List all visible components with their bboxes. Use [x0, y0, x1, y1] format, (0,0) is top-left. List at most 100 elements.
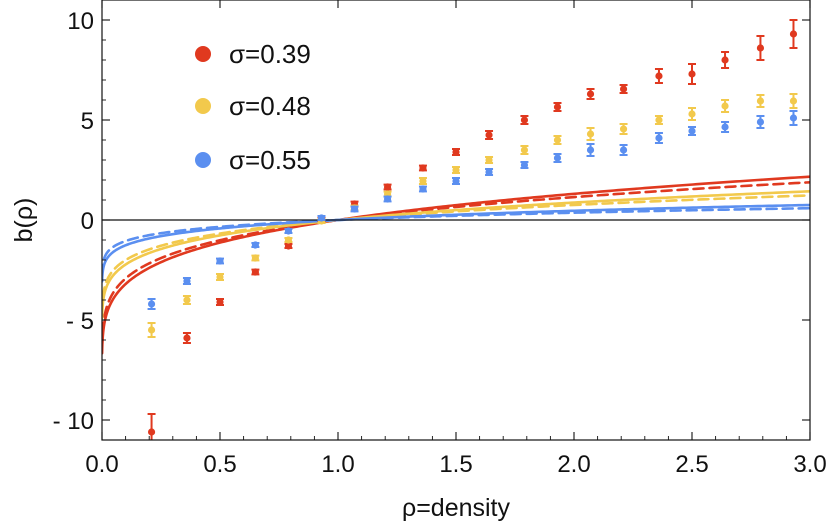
data-point-series-1-13	[586, 127, 595, 141]
data-point-series-0-15	[654, 68, 663, 84]
data-point-series-1-1	[182, 295, 191, 305]
data-point-series-2-16	[688, 126, 696, 136]
data-point-series-2-0	[147, 298, 156, 310]
point-marker	[147, 326, 156, 334]
point-marker	[655, 116, 663, 124]
point-marker	[383, 183, 392, 191]
data-point-series-0-19	[789, 19, 798, 49]
data-point-series-2-15	[654, 132, 663, 144]
data-point-series-1-15	[654, 115, 663, 125]
data-point-series-0-9	[452, 148, 460, 156]
y-tick-label: 10	[67, 8, 94, 35]
data-point-series-2-11	[520, 161, 529, 169]
data-point-series-1-4	[284, 236, 293, 244]
point-marker	[688, 70, 696, 78]
data-point-series-0-1	[182, 332, 191, 344]
point-marker	[619, 146, 628, 154]
x-tick-label: 1.5	[439, 451, 472, 478]
data-point-series-1-18	[756, 94, 765, 108]
data-point-series-2-14	[619, 144, 628, 156]
data-point-series-0-7	[383, 183, 392, 191]
data-points	[147, 19, 798, 440]
legend-label-sigma-055: σ=0.55	[229, 145, 311, 175]
data-point-series-2-2	[216, 257, 224, 265]
point-marker	[789, 114, 798, 122]
y-tick-label: 5	[81, 108, 94, 135]
data-point-series-1-9	[452, 166, 460, 174]
data-point-series-2-18	[756, 115, 765, 129]
point-marker	[383, 195, 392, 203]
y-tick-label: - 10	[53, 408, 94, 435]
x-tick-label: 2.5	[675, 451, 708, 478]
x-axis-label: ρ=density	[402, 494, 511, 522]
legend: σ=0.39 σ=0.48 σ=0.55	[195, 39, 311, 175]
point-marker	[183, 334, 191, 342]
point-marker	[655, 72, 663, 80]
legend-marker-sigma-055	[195, 152, 211, 168]
data-point-series-1-0	[147, 322, 156, 338]
point-marker	[452, 177, 460, 185]
point-marker	[721, 102, 729, 110]
fit-curves	[102, 175, 810, 355]
point-marker	[216, 273, 224, 281]
data-point-series-2-1	[182, 277, 191, 285]
data-point-series-1-2	[216, 273, 224, 281]
point-marker	[419, 177, 427, 185]
point-marker	[553, 136, 562, 144]
data-point-series-2-19	[789, 110, 798, 126]
data-point-series-2-7	[383, 195, 392, 203]
point-marker	[251, 268, 259, 276]
y-tick-label: 0	[81, 208, 94, 235]
data-point-series-2-6	[350, 205, 359, 213]
data-point-series-1-11	[520, 145, 529, 155]
point-marker	[789, 30, 798, 38]
point-marker	[756, 97, 765, 105]
point-marker	[216, 257, 224, 265]
y-axis-label: b(ρ)	[10, 198, 38, 243]
x-tick-label: 3.0	[793, 451, 826, 478]
x-tick-label: 2.0	[557, 451, 590, 478]
y-tick-label: - 5	[66, 308, 94, 335]
point-marker	[520, 146, 529, 154]
data-point-series-1-12	[553, 135, 562, 145]
point-marker	[419, 185, 427, 193]
point-marker	[520, 116, 529, 124]
data-point-series-0-16	[688, 63, 696, 85]
data-point-series-0-8	[418, 164, 427, 172]
data-point-series-0-17	[721, 51, 730, 69]
point-marker	[419, 164, 427, 172]
legend-marker-sigma-048	[195, 98, 211, 114]
fit-curve-dashed-series-2	[102, 206, 810, 277]
data-point-series-0-13	[586, 88, 595, 100]
axis-ticks: 0.0 0.5 1.0 1.5 2.0 2.5 3.0 - 10 - 5 0 5 10	[53, 0, 827, 478]
fit-curve-dashed-series-1	[102, 194, 810, 315]
point-marker	[350, 205, 359, 213]
point-marker	[251, 241, 259, 249]
point-marker	[183, 277, 191, 285]
data-point-series-2-13	[586, 143, 595, 157]
data-point-series-1-14	[619, 123, 628, 135]
data-point-series-0-12	[553, 102, 562, 112]
data-point-series-0-0	[147, 413, 156, 440]
x-tick-label: 0.0	[85, 451, 118, 478]
data-point-series-2-3	[251, 241, 260, 249]
data-point-series-1-10	[485, 156, 494, 164]
data-point-series-2-5	[317, 214, 326, 222]
point-marker	[485, 131, 493, 139]
data-point-series-2-17	[721, 121, 730, 133]
point-marker	[586, 90, 595, 98]
data-point-series-0-3	[251, 268, 260, 276]
legend-label-sigma-048: σ=0.48	[229, 91, 311, 121]
point-marker	[216, 298, 224, 306]
point-marker	[520, 161, 529, 169]
data-point-series-2-4	[284, 227, 293, 235]
legend-marker-sigma-039	[195, 46, 211, 62]
point-marker	[619, 125, 628, 133]
data-point-series-0-14	[619, 84, 628, 94]
data-point-series-2-10	[485, 168, 494, 176]
data-point-series-0-2	[216, 298, 224, 306]
data-point-series-1-3	[251, 254, 260, 262]
data-point-series-0-11	[520, 115, 529, 125]
data-point-series-1-17	[721, 99, 730, 113]
